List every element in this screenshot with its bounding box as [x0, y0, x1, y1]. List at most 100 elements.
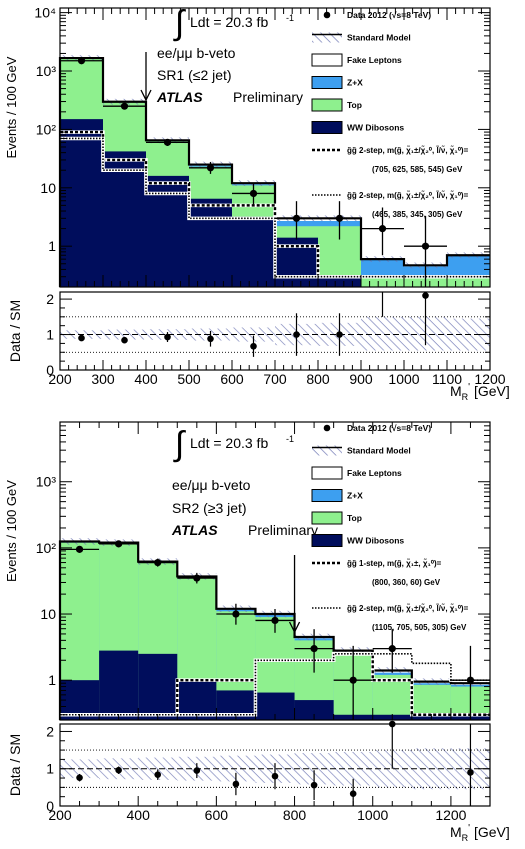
x-tick-label: 1200	[474, 371, 505, 387]
x-tick-label: 700	[263, 371, 287, 387]
legend-label-sm: Standard Model	[347, 33, 411, 43]
y-axis-title: Events / 100 GeV	[4, 480, 19, 582]
region-label: SR1 (≤2 jet)	[157, 67, 232, 83]
bar-wwdibosons	[60, 119, 103, 287]
data-point	[120, 102, 129, 110]
ratio-point	[310, 781, 318, 789]
ratio-y-tick-label: 2	[46, 723, 54, 739]
bar-wwdibosons	[294, 700, 334, 720]
data-point	[271, 616, 279, 625]
ratio-point	[250, 342, 257, 350]
bar-wwdibosons	[232, 216, 275, 287]
legend-label-signal1: g̃g̃ 2-step, m(g̃, χ̃₁±/χ̃₂⁰, l̃/ν̃, χ̃₁…	[347, 146, 469, 155]
bar-top	[447, 276, 490, 287]
legend-marker-data	[323, 424, 331, 432]
preliminary-label: Preliminary	[233, 89, 303, 105]
integral-sign: ∫	[173, 4, 186, 42]
ratio-point	[78, 334, 85, 342]
bar-wwdibosons	[318, 276, 361, 287]
data-point	[193, 574, 201, 582]
atlas-label: ATLAS	[156, 89, 203, 105]
region-label: SR2 (≥3 jet)	[172, 500, 247, 516]
signal1-line	[60, 652, 490, 716]
y-tick-label: 10³	[36, 63, 57, 79]
data-point	[154, 558, 162, 567]
ratio-point	[207, 335, 214, 343]
y-tick-label: 10	[40, 606, 56, 622]
legend-swatch-ww	[311, 534, 343, 547]
legend-label-data: Data 2012 (√s=8 TeV)	[347, 423, 431, 433]
atlas-label: ATLAS	[171, 522, 218, 538]
data-point	[310, 645, 318, 653]
ratio-y-tick-label: 0	[46, 798, 54, 814]
ratio-band	[361, 316, 404, 351]
x-tick-label: 1000	[388, 371, 419, 387]
legend-label-top: Top	[347, 513, 362, 523]
x-tick-label: 800	[306, 371, 330, 387]
ratio-point	[467, 769, 474, 776]
data-point	[349, 676, 357, 684]
legend-label-sm: Standard Model	[347, 446, 411, 456]
signal2-line	[60, 653, 490, 716]
x-tick-label: 900	[349, 371, 373, 387]
legend-label-ww: WW Dibosons	[347, 536, 404, 546]
luminosity-exponent: -1	[286, 13, 294, 23]
preliminary-label: Preliminary	[248, 522, 318, 538]
ratio-band	[138, 757, 178, 780]
data-point	[378, 225, 387, 233]
ratio-point	[336, 331, 343, 338]
legend-params-signal1: (800, 360, 60) GeV	[372, 578, 441, 587]
ratio-point	[232, 780, 240, 788]
legend-swatch-top	[311, 511, 343, 525]
x-tick-label: 300	[91, 371, 115, 387]
data-point	[206, 164, 215, 172]
y-tick-label: 10²	[36, 121, 57, 137]
data-point	[421, 242, 430, 250]
legend-label-fake: Fake Leptons	[347, 468, 402, 478]
y-tick-label: 1	[48, 672, 56, 688]
x-tick-label: 1100	[432, 371, 462, 387]
x-axis-title: MR' [GeV]	[450, 382, 510, 402]
x-tick-label: 600	[220, 371, 244, 387]
legend-swatch-top	[311, 98, 343, 112]
luminosity-label: Ldt = 20.3 fb	[190, 14, 268, 30]
bar-wwdibosons	[138, 653, 178, 720]
data-point	[249, 189, 258, 198]
integral-sign: ∫	[173, 425, 186, 463]
legend-label-ww: WW Dibosons	[347, 123, 404, 133]
ratio-y-tick-label: 0	[46, 362, 54, 378]
data-point	[388, 645, 396, 653]
cut-arrow-head	[288, 621, 301, 634]
ratio-point	[193, 767, 201, 774]
ratio-point	[349, 790, 357, 797]
legend-label-top: Top	[347, 100, 362, 110]
ratio-y-axis-title: Data / SM	[7, 734, 23, 796]
ratio-point	[271, 772, 279, 780]
channel-label: ee/μμ b-veto	[157, 45, 236, 61]
x-tick-label: 400	[134, 371, 158, 387]
data-point	[232, 610, 240, 618]
legend-swatch-zx	[311, 489, 343, 502]
ratio-y-tick-label: 1	[46, 761, 54, 777]
legend-swatch-ww	[311, 121, 343, 134]
data-point	[115, 540, 123, 548]
legend-label-zx: Z+X	[347, 491, 363, 501]
channel-label: ee/μμ b-veto	[172, 477, 251, 493]
legend-swatch-sm	[312, 445, 342, 456]
ratio-point	[154, 771, 162, 778]
legend-label-signal2: g̃g̃ 2-step, m(g̃, χ̃₁±/χ̃₂⁰, l̃/ν̃, χ̃₁…	[347, 191, 469, 200]
ratio-point	[293, 331, 300, 338]
x-tick-label: 1000	[357, 807, 388, 823]
legend-params-signal2: (1105, 705, 505, 305) GeV	[372, 623, 467, 632]
ratio-point	[164, 333, 171, 341]
legend-params-signal1: (705, 625, 585, 545) GeV	[372, 165, 463, 174]
legend-label-zx: Z+X	[347, 78, 363, 88]
legend-label-fake: Fake Leptons	[347, 55, 402, 65]
legend-swatch-fake	[311, 53, 343, 67]
y-tick-label: 10³	[36, 474, 57, 490]
x-tick-label: 800	[283, 807, 307, 823]
bar-top	[361, 276, 404, 287]
